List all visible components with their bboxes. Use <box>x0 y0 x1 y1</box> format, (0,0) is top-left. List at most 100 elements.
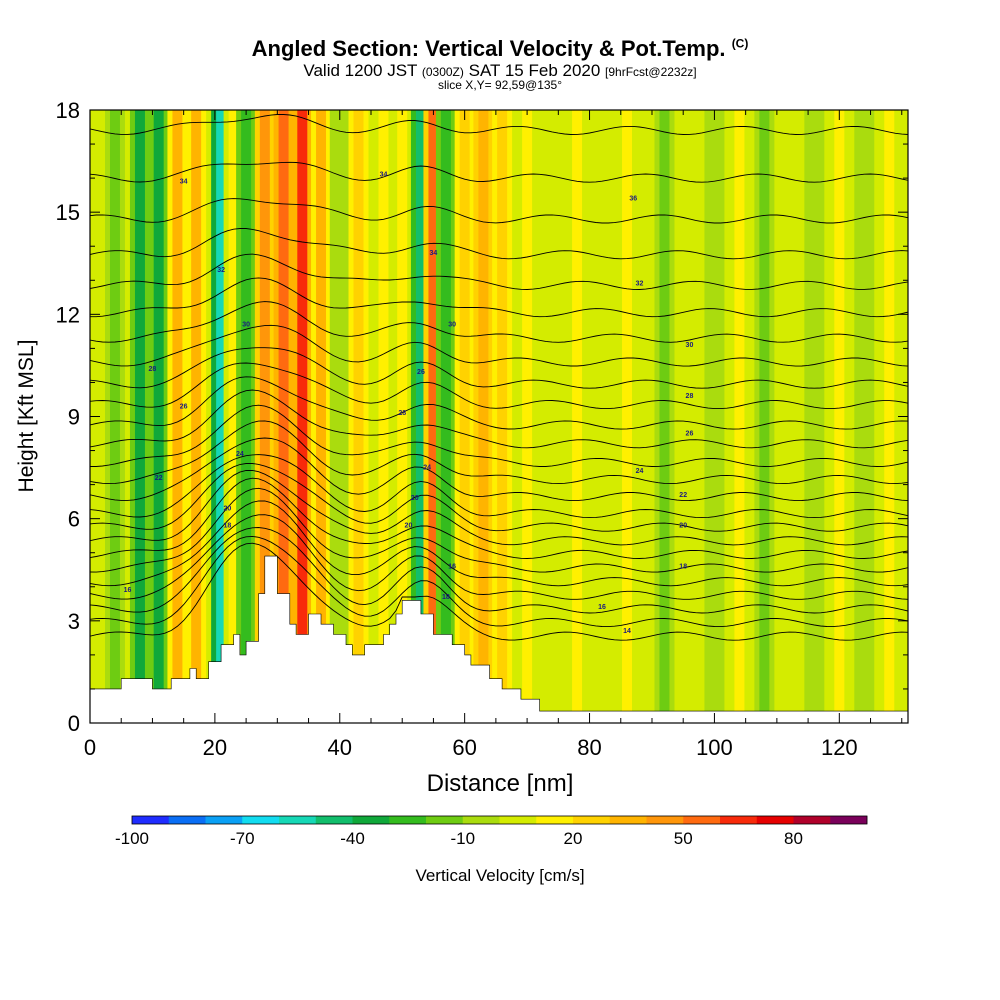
theta-contour <box>90 542 908 641</box>
contour-label: 30 <box>448 322 456 329</box>
contour-labels: 14 16 18 20 22 24 24 24 20 20 16 18 18 20 22 16 26 28 28 30… <box>124 172 694 635</box>
theta-contour <box>90 228 908 260</box>
colorbar-swatch <box>499 816 537 824</box>
colorbar: -100 -70 -40 -10 20 50 80 <box>115 815 868 848</box>
contour-label: 32 <box>217 267 225 274</box>
x-tick-label: 120 <box>821 735 858 760</box>
velocity-band-core <box>522 110 533 723</box>
colorbar-swatch <box>279 816 317 824</box>
chart-title-text: Angled Section: Vertical Velocity & Pot.… <box>251 36 726 61</box>
x-tick-label: 60 <box>452 735 476 760</box>
contour-label: 26 <box>180 403 188 410</box>
contour-label: 34 <box>380 172 388 179</box>
contour-label: 20 <box>411 495 419 502</box>
colorbar-swatch <box>793 816 831 824</box>
velocity-band-core <box>659 110 670 723</box>
colorbar-tick-label: -40 <box>340 829 365 848</box>
velocity-band-core <box>191 110 202 723</box>
theta-contour <box>90 469 908 546</box>
velocity-band-core <box>259 110 270 723</box>
contour-label: 30 <box>242 322 250 329</box>
theta-contour <box>90 535 908 628</box>
theta-contour <box>90 454 908 519</box>
theta-contour <box>90 389 908 449</box>
x-tick-label: 20 <box>203 735 227 760</box>
velocity-band-core <box>684 110 695 723</box>
theta-contour <box>90 514 908 600</box>
colorbar-swatch <box>609 816 647 824</box>
contour-label: 26 <box>686 431 694 438</box>
contour-label: 16 <box>124 587 132 594</box>
contour-label: 14 <box>623 628 631 635</box>
contour-label: 16 <box>448 563 456 570</box>
colorbar-tick-label: -10 <box>450 829 475 848</box>
theta-contour <box>90 114 908 135</box>
contour-label: 24 <box>423 465 431 472</box>
contour-label: 22 <box>155 475 163 482</box>
colorbar-swatch <box>352 816 390 824</box>
chart-title: Angled Section: Vertical Velocity & Pot.… <box>0 36 1000 62</box>
velocity-band-core <box>734 110 745 723</box>
contour-label: 28 <box>398 410 406 417</box>
y-axis-label: Height [Kft MSL] <box>15 340 38 493</box>
x-tick-label: 40 <box>328 735 352 760</box>
theta-contour <box>90 487 908 573</box>
theta-contour <box>90 324 908 367</box>
valid-time: Valid 1200 JST <box>303 61 418 80</box>
colorbar-tick-label: -70 <box>230 829 255 848</box>
y-tick-label: 15 <box>56 200 80 225</box>
y-tick-label: 18 <box>56 98 80 123</box>
contour-label: 20 <box>679 522 687 529</box>
slice-info: slice X,Y= 92,59@135° <box>437 78 563 92</box>
velocity-band-core <box>622 110 633 723</box>
velocity-band-core <box>709 110 720 723</box>
velocity-band-core <box>597 110 608 723</box>
velocity-band-core <box>440 110 451 723</box>
velocity-band-core <box>316 110 327 723</box>
colorbar-swatch <box>756 816 794 824</box>
velocity-band-core <box>415 110 426 723</box>
contour-label: 28 <box>686 393 694 400</box>
contour-label: 34 <box>430 250 438 257</box>
contour-label: 20 <box>405 522 413 529</box>
colorbar-tick-label: 80 <box>784 829 803 848</box>
velocity-band-core <box>172 110 183 723</box>
colorbar-frame <box>131 815 868 825</box>
colorbar-swatch <box>242 816 280 824</box>
chart-title-flag: (C) <box>731 36 749 51</box>
valid-zulu: (0300Z) <box>421 65 464 79</box>
velocity-band-core <box>109 110 120 723</box>
velocity-band-core <box>572 110 583 723</box>
velocity-band-core <box>547 110 558 723</box>
x-tick-label: 80 <box>577 735 601 760</box>
x-tick-label: 100 <box>696 735 733 760</box>
velocity-band-core <box>428 110 439 723</box>
theta-contour <box>90 362 908 410</box>
colorbar-swatch <box>205 816 243 824</box>
x-axis-label: Distance [nm] <box>427 770 574 797</box>
colorbar-swatch <box>536 816 574 824</box>
colorbar-swatch <box>389 816 427 824</box>
x-tick-label: 0 <box>84 735 96 760</box>
velocity-band-core <box>809 110 820 723</box>
colorbar-swatch <box>830 816 868 824</box>
contour-label: 26 <box>417 369 425 376</box>
colorbar-label: Vertical Velocity [cm/s] <box>415 866 584 885</box>
valid-date: SAT 15 Feb 2020 <box>468 61 601 80</box>
theta-contour <box>90 198 908 224</box>
theta-contour <box>90 161 908 183</box>
theta-contour <box>90 420 908 485</box>
theta-contour <box>90 277 908 318</box>
velocity-band-core <box>497 110 508 723</box>
y-tick-label: 9 <box>68 405 80 430</box>
chart-subtitle: Valid 1200 JST (0300Z) SAT 15 Feb 2020 [… <box>0 61 1000 81</box>
velocity-band-core <box>378 110 389 723</box>
velocity-band-core <box>759 110 770 723</box>
theta-contour <box>90 500 908 587</box>
colorbar-swatch <box>462 816 500 824</box>
theta-contour <box>90 404 908 467</box>
theta-contour <box>90 347 908 389</box>
velocity-band-core <box>640 110 651 723</box>
colorbar-swatch <box>720 816 758 824</box>
